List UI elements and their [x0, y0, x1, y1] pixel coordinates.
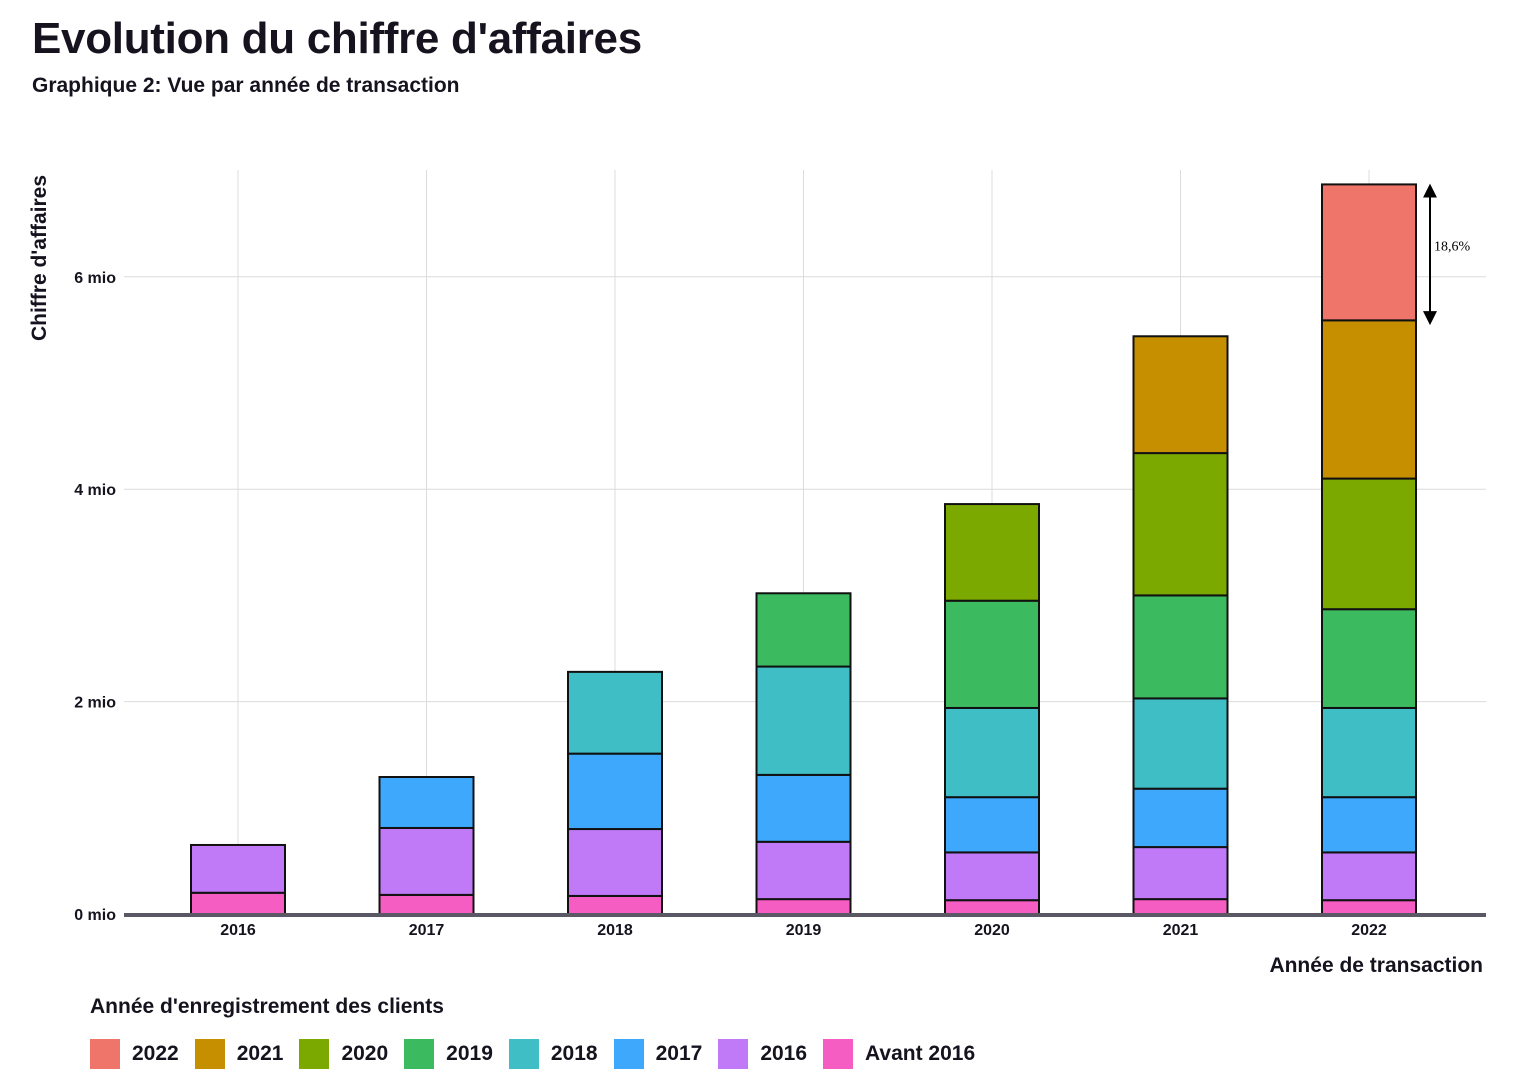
y-tick-label: 0 mio — [74, 907, 116, 924]
chart-title: Evolution du chiffre d'affaires — [32, 14, 642, 63]
legend-title: Année d'enregistrement des clients — [90, 995, 444, 1018]
legend-swatch — [718, 1039, 749, 1069]
legend-label: 2021 — [236, 1042, 284, 1065]
bar-segment-2017-avant-2016 — [378, 893, 475, 915]
bar-segment-2022-2019 — [1321, 608, 1417, 709]
legend-label: 2018 — [550, 1042, 598, 1065]
bar-segment-2021-avant-2016 — [1132, 898, 1229, 916]
legend-swatch — [194, 1039, 225, 1069]
bar-segment-2022-2018 — [1321, 706, 1417, 799]
x-tick-label: 2020 — [974, 922, 1010, 939]
legend-item: 2018 — [508, 1039, 598, 1069]
x-tick-label: 2017 — [409, 922, 445, 939]
bar-segment-2021-2020 — [1132, 452, 1229, 597]
legend-swatch — [823, 1039, 854, 1069]
bar-segment-2016-2016 — [190, 843, 286, 894]
bar-segment-2021-2019 — [1132, 594, 1229, 700]
legend-label: 2016 — [760, 1042, 808, 1065]
legend-swatch — [90, 1039, 120, 1069]
y-tick-label: 2 mio — [74, 695, 116, 712]
x-tick-label: 2019 — [786, 922, 822, 939]
bar-segment-2022-avant-2016 — [1321, 899, 1417, 915]
legend-label: 2019 — [446, 1042, 493, 1065]
bar-segment-2020-2017 — [944, 796, 1040, 854]
y-axis-title: Chiffre d'affaires — [28, 175, 51, 341]
bar-segment-2017-2016 — [378, 826, 475, 896]
legend-item: 2017 — [613, 1039, 703, 1069]
bar-segment-2020-2018 — [944, 706, 1040, 799]
legend: 2022 2021 2020 2019 2018 2017 2016 Avant 2016 — [90, 1039, 991, 1069]
stacked-bar-chart: 0 mio 2 mio 4 mio 6 mio 2016 2017 2018 2019 202… — [28, 170, 1486, 977]
bar-segment-2021-2016 — [1132, 846, 1229, 901]
bar-segment-2022-2017 — [1321, 796, 1417, 854]
bar-segment-2018-2017 — [567, 752, 663, 831]
bar-segment-2016-avant-2016 — [190, 891, 286, 916]
y-tick-label: 6 mio — [74, 270, 116, 287]
bar-segment-2022-2021 — [1321, 319, 1417, 480]
bar-segment-2021-2021 — [1132, 335, 1229, 455]
bar-segment-2019-2018 — [755, 665, 852, 776]
legend-swatch — [404, 1039, 435, 1069]
legend-label: Avant 2016 — [865, 1042, 976, 1065]
legend-item: 2016 — [718, 1039, 807, 1069]
bar-segment-2021-2018 — [1132, 697, 1229, 790]
bar-segment-2018-avant-2016 — [567, 894, 663, 915]
bar-segment-2020-avant-2016 — [944, 899, 1040, 915]
bar-segment-2017-2017 — [378, 776, 475, 829]
legend-swatch — [299, 1039, 330, 1069]
legend-label: 2017 — [655, 1042, 703, 1065]
chart-subtitle: Graphique 2: Vue par année de transactio… — [32, 74, 460, 97]
bar-segment-2018-2016 — [567, 828, 663, 897]
bar-segment-2019-2016 — [755, 840, 852, 901]
y-axis-ticks: 0 mio 2 mio 4 mio 6 mio — [74, 270, 116, 924]
x-tick-label: 2016 — [220, 922, 256, 939]
bar-segment-2022-2016 — [1321, 851, 1417, 902]
bars — [190, 183, 1417, 916]
bar-segment-2021-2017 — [1132, 787, 1229, 849]
bar-segment-2019-2017 — [755, 773, 852, 843]
bar-segment-2020-2016 — [944, 851, 1040, 902]
bar-segment-2022-2022 — [1321, 183, 1417, 322]
x-tick-label: 2021 — [1163, 922, 1199, 939]
legend-swatch — [613, 1039, 644, 1069]
legend-label: 2020 — [341, 1042, 389, 1065]
bar-segment-2019-avant-2016 — [755, 898, 852, 916]
bar-segment-2022-2020 — [1321, 477, 1417, 611]
legend-item: 2022 — [90, 1039, 179, 1069]
x-axis-ticks: 2016 2017 2018 2019 2020 2021 2022 — [220, 922, 1387, 939]
bar-segment-2020-2019 — [944, 599, 1040, 709]
y-tick-label: 4 mio — [74, 482, 116, 499]
legend-item: Avant 2016 — [823, 1039, 975, 1069]
legend-item: 2019 — [404, 1039, 493, 1069]
bar-segment-2018-2018 — [567, 670, 663, 755]
annotation-label: 18,6% — [1434, 239, 1471, 254]
x-tick-label: 2018 — [597, 922, 633, 939]
bar-segment-2019-2019 — [755, 592, 852, 668]
legend-item: 2021 — [194, 1039, 284, 1069]
bar-segment-2020-2020 — [944, 503, 1040, 602]
legend-swatch — [508, 1039, 539, 1069]
x-axis-title: Année de transaction — [1269, 954, 1483, 977]
x-tick-label: 2022 — [1351, 922, 1387, 939]
legend-label: 2022 — [132, 1042, 179, 1065]
legend-item: 2020 — [299, 1039, 388, 1069]
growth-annotation: 18,6% — [1423, 183, 1471, 326]
